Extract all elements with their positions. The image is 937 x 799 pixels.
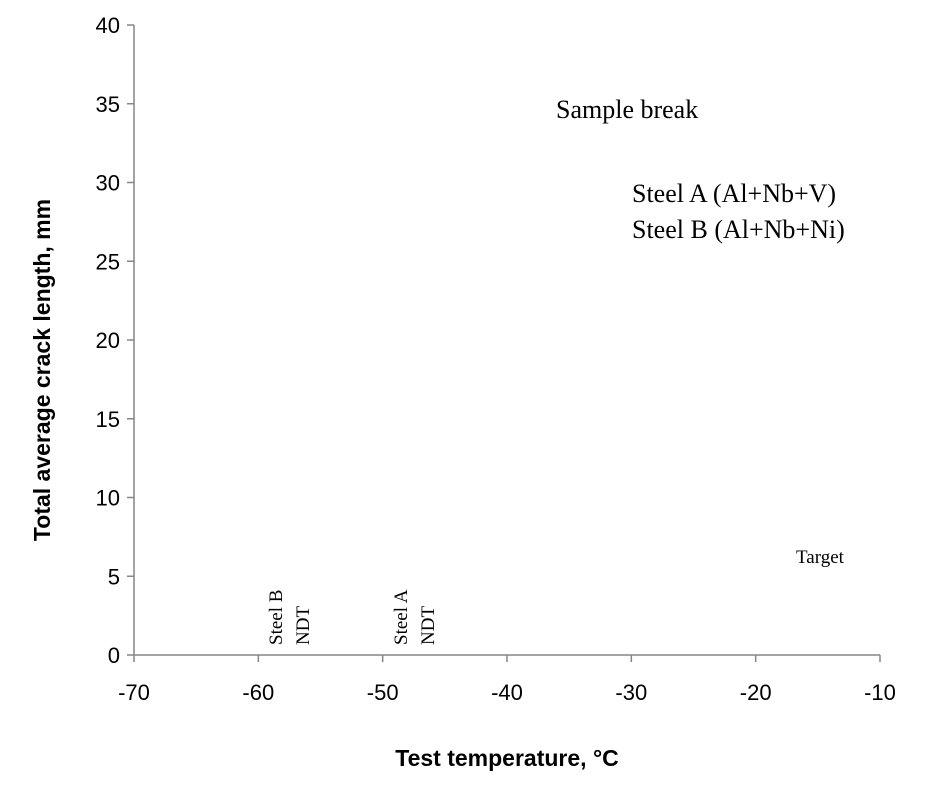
legend-entry-steel-b: Steel B (Al+Nb+Ni) [632,215,845,244]
steel-b-name-label: Steel B [266,590,287,645]
y-tick-label: 35 [96,92,120,117]
y-tick-label: 25 [96,249,120,274]
x-tick-label: -70 [118,680,150,705]
y-tick-label: 30 [96,171,120,196]
y-axis: 0 5 10 15 20 25 30 35 40 [96,13,135,668]
x-tick-label: -50 [367,680,399,705]
legend-entry-steel-a: Steel A (Al+Nb+V) [632,179,836,208]
target-label: Target [796,547,845,568]
x-axis: -70 -60 -50 -40 -30 -20 -10 [118,654,896,705]
x-axis-title: Test temperature, °C [395,745,619,771]
sample-break-label: Sample break [556,95,698,124]
x-tick-label: -30 [615,680,647,705]
x-tick-label: -10 [864,680,896,705]
x-tick-label: -40 [491,680,523,705]
steel-a-ndt-label: NDT [418,606,439,645]
y-tick-label: 5 [108,564,120,589]
y-tick-label: 0 [108,643,120,668]
y-tick-label: 10 [96,486,120,511]
x-tick-label: -20 [740,680,772,705]
y-tick-label: 40 [96,13,120,38]
steel-a-name-label: Steel A [391,589,412,645]
steel-b-ndt-label: NDT [293,606,314,645]
x-tick-label: -60 [242,680,274,705]
y-tick-label: 15 [96,407,120,432]
y-tick-label: 20 [96,328,120,353]
y-axis-title: Total average crack length, mm [29,199,55,541]
